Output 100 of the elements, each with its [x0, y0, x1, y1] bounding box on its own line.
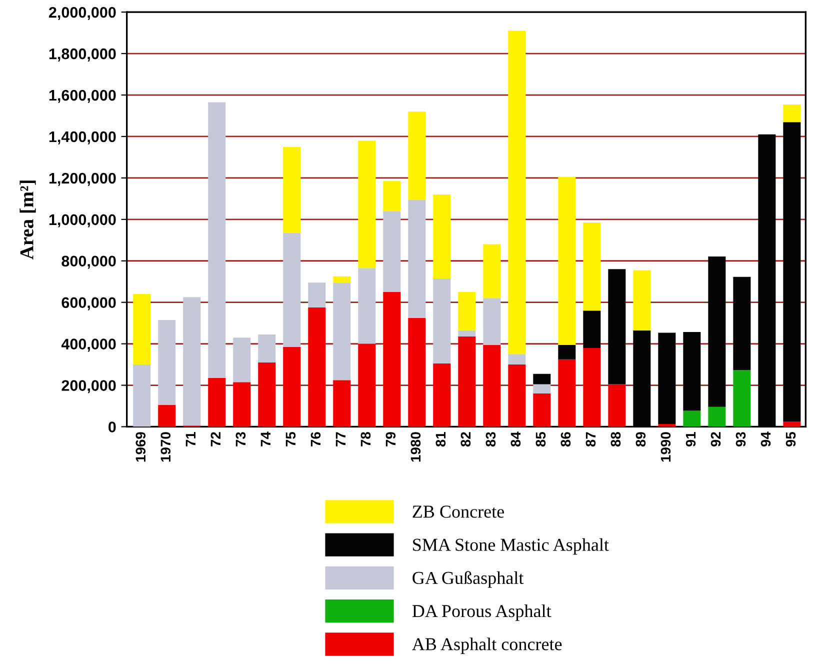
x-tick-label: 91 [686, 432, 696, 447]
x-tick-label: 1980 [410, 432, 421, 462]
legend-label: AB Asphalt concrete [412, 638, 562, 654]
y-tick-label: 1,600,000 [49, 90, 116, 103]
bar [608, 384, 626, 427]
bar [383, 181, 401, 212]
x-tick-label: 85 [536, 432, 546, 447]
bar [508, 354, 526, 365]
x-tick-label: 72 [210, 432, 220, 446]
bar [208, 102, 226, 378]
x-tick-label: 89 [636, 432, 646, 447]
x-tick-label: 76 [310, 432, 321, 446]
bar [508, 30, 526, 354]
legend-label: ZB Concrete [412, 506, 504, 518]
bar [283, 146, 301, 233]
bar [433, 363, 451, 427]
x-tick-label: 87 [586, 432, 596, 447]
legend-label: GA Gußasphalt [412, 571, 524, 588]
bar [558, 359, 576, 427]
bar [358, 268, 376, 344]
bar [458, 330, 476, 337]
bar [483, 298, 501, 345]
y-tick-label: 1,400,000 [49, 131, 116, 144]
bar [233, 382, 251, 427]
legend-label: SMA Stone Mastic Asphalt [413, 538, 609, 555]
bar [358, 344, 376, 427]
x-tick-label: 95 [786, 432, 796, 447]
x-tick-label: 1990 [660, 432, 671, 462]
bar [333, 276, 351, 283]
bar [583, 348, 601, 427]
bar [183, 297, 201, 426]
bar [783, 104, 801, 122]
y-tick-label: 2,000,000 [48, 6, 116, 20]
bar [458, 292, 476, 330]
y-axis-title: Area [m²] [20, 180, 36, 260]
bar [208, 378, 226, 427]
x-tick-label: 84 [510, 432, 521, 447]
y-tick-label: 1,200,000 [49, 172, 116, 186]
x-tick-label: 81 [436, 432, 446, 447]
x-tick-label: 73 [236, 432, 246, 446]
x-tick-label: 92 [710, 432, 721, 447]
bar [383, 211, 401, 292]
bar [633, 270, 651, 330]
bar [658, 424, 676, 427]
bar [408, 112, 426, 200]
bar [783, 122, 801, 422]
x-tick-label: 82 [460, 432, 471, 447]
bar [333, 282, 351, 380]
bar [258, 362, 276, 427]
bar [533, 384, 551, 394]
y-tick-label: 1,800,000 [49, 48, 116, 62]
x-tick-label: 93 [736, 432, 746, 447]
bar [308, 282, 326, 308]
bar [733, 370, 751, 427]
x-tick-label: 78 [360, 432, 371, 446]
bar [133, 364, 151, 427]
bar [383, 292, 401, 427]
bar [408, 200, 426, 318]
bar [508, 364, 526, 427]
bar [683, 410, 701, 427]
x-tick-label: 94 [760, 432, 771, 447]
bar [583, 310, 601, 348]
bar [483, 344, 501, 427]
y-tick-label: 600,000 [62, 297, 116, 310]
bar [558, 176, 576, 345]
y-tick-label: 400,000 [61, 338, 116, 352]
bar [558, 344, 576, 360]
bar [258, 334, 276, 362]
x-tick-label: 75 [286, 432, 296, 446]
bar [358, 140, 376, 268]
bar [283, 346, 301, 427]
bar [658, 332, 676, 424]
bar [408, 318, 426, 427]
y-tick-label: 800,000 [62, 256, 116, 269]
bar [133, 294, 151, 365]
x-tick-label: 88 [610, 432, 621, 447]
bar [283, 232, 301, 347]
x-tick-label: 83 [486, 432, 496, 447]
bar [783, 422, 801, 427]
bar [158, 320, 176, 405]
y-tick-label: 1,000,000 [49, 214, 116, 228]
bar [333, 380, 351, 427]
bar [533, 374, 551, 384]
bar [533, 394, 551, 427]
x-tick-label: 86 [560, 432, 571, 447]
y-tick-label: 0 [108, 422, 116, 432]
bar [483, 244, 501, 298]
bar [708, 406, 726, 427]
bar [158, 404, 176, 427]
bar [458, 336, 476, 427]
bar [683, 332, 701, 411]
legend-label: DA Porous Asphalt [412, 604, 552, 621]
bar [433, 194, 451, 278]
bar [708, 256, 726, 407]
bar [583, 222, 601, 311]
y-tick-label: 200,000 [62, 380, 116, 394]
bar [233, 338, 251, 382]
x-tick-label: 74 [260, 432, 270, 446]
x-tick-label: 71 [186, 432, 196, 446]
bar [608, 269, 626, 384]
